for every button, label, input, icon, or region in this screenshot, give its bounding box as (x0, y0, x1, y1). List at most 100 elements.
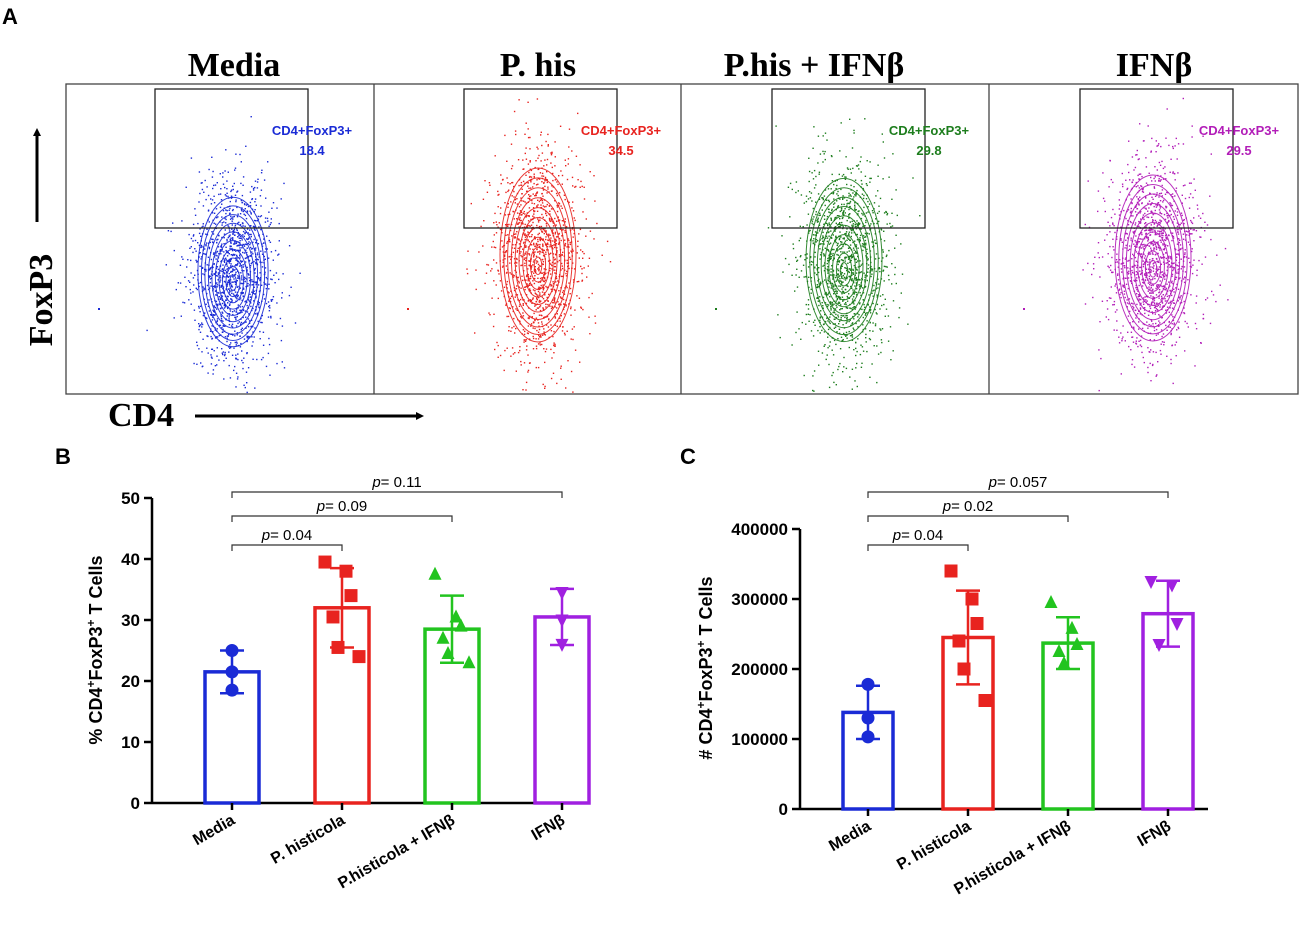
flow-contour (518, 217, 558, 305)
category-label-1: P. histicola (268, 812, 348, 868)
category-label-0: Media (190, 812, 238, 849)
data-point-2 (1057, 655, 1071, 669)
data-point-0 (225, 644, 239, 657)
flow-outlier (98, 308, 100, 310)
data-point-1 (352, 650, 366, 664)
y-tick-label: 0 (131, 794, 140, 813)
y-axis-label-part: + (84, 619, 98, 626)
y-tick-label: 50 (121, 489, 140, 508)
flow-outlier (715, 308, 717, 310)
flow-contour (507, 187, 569, 328)
flow-title-media: Media (188, 47, 281, 84)
flow-panel-ifnb: IFNβ (1116, 47, 1192, 84)
flow-contour (503, 177, 573, 336)
data-point-1 (978, 694, 992, 707)
data-point-1 (957, 662, 971, 676)
flow-dots-1 (466, 98, 612, 393)
flow-contour (1114, 174, 1192, 342)
flow-contour (514, 207, 562, 313)
flow-plot-1 (407, 88, 618, 393)
flow-contour (1133, 222, 1173, 306)
flow-panel-phis-ifnb: P.his + IFNβ (724, 47, 905, 84)
comparison-bracket-0 (867, 544, 969, 551)
y-tick-label: 200000 (731, 660, 788, 679)
gate-label-ifnb: CD4+FoxP3+ (1199, 123, 1280, 138)
flow-contour (211, 231, 255, 323)
flow-contour (200, 205, 266, 342)
p-value-0: p= 0.04 (261, 527, 312, 544)
data-point-0 (861, 677, 875, 691)
flow-contour (805, 177, 883, 343)
category-label-3: IFNβ (1135, 818, 1174, 851)
data-point-3 (1170, 618, 1184, 631)
gate-value-media: 18.4 (299, 143, 325, 158)
flow-outlier (1023, 308, 1025, 310)
y-tick-label: 300000 (731, 590, 788, 609)
flow-contour (832, 243, 856, 294)
y-axis-label-part: # CD4 (696, 709, 716, 760)
flow-contour (809, 187, 879, 336)
flow-contour (529, 246, 547, 283)
flow-contour (1125, 203, 1181, 321)
p-value-1: p= 0.02 (942, 498, 993, 515)
data-point-1 (331, 640, 345, 654)
flow-contour (207, 222, 259, 329)
flow-gate-2 (771, 88, 926, 229)
data-point-2 (462, 655, 476, 669)
data-point-0 (225, 683, 239, 697)
y-axis-label-part: T Cells (86, 555, 106, 619)
comparison-bracket-2 (231, 491, 563, 498)
y-tick-label: 40 (121, 550, 140, 569)
flow-contour (835, 252, 853, 287)
flow-contour (1118, 184, 1188, 335)
p-value-2: p= 0.11 (371, 474, 421, 491)
data-point-2 (449, 609, 463, 623)
data-point-1 (326, 610, 340, 624)
flow-y-axis-label: FoxP3 (23, 254, 60, 347)
flow-plot-0 (98, 88, 309, 394)
data-point-2 (1070, 637, 1084, 650)
flow-contour (197, 196, 269, 348)
y-tick-label: 100000 (731, 730, 788, 749)
y-axis-label-part: T Cells (696, 576, 716, 640)
data-point-3 (555, 614, 569, 628)
y-axis-label: # CD4+FoxP3+ T Cells (694, 576, 716, 759)
flow-plot-2 (715, 88, 926, 392)
flow-title-phis: P. his (500, 47, 576, 84)
data-point-2 (1052, 644, 1066, 657)
gate-label-phis-ifnb: CD4+FoxP3+ (889, 123, 970, 138)
y-axis-label-part: + (694, 702, 708, 709)
panel-c-chart: C 0 100000 200000 300000 400000 # CD4+FoxP3+ … (680, 444, 1208, 898)
category-label-1: P. histicola (894, 818, 974, 874)
flow-contour (510, 197, 566, 321)
data-point-2 (428, 566, 442, 580)
flow-plots (98, 88, 1234, 394)
flow-contour (1122, 193, 1184, 328)
flow-gate-3 (1079, 88, 1234, 229)
p-value-2: p= 0.057 (988, 474, 1048, 491)
data-point-0 (861, 711, 875, 725)
flow-gate-0 (154, 88, 309, 229)
y-tick-label: 400000 (731, 520, 788, 539)
panel-a-letter: A (2, 4, 18, 29)
flow-contour (1129, 212, 1177, 314)
data-point-3 (555, 638, 569, 652)
data-point-1 (339, 564, 353, 578)
flow-contour (1137, 231, 1169, 299)
flow-contour (499, 167, 577, 343)
flow-contour (828, 234, 860, 301)
gate-value-phis: 34.5 (608, 143, 633, 158)
gate-label-media: CD4+FoxP3+ (272, 123, 353, 138)
flow-dots-2 (767, 118, 921, 392)
data-point-2 (441, 646, 455, 660)
flow-title-phis-ifnb: P.his + IFNβ (724, 47, 905, 84)
flow-contour (820, 215, 868, 315)
p-value-0: p= 0.04 (892, 527, 943, 544)
data-point-1 (344, 589, 358, 603)
y-axis-label: % CD4+FoxP3+ T Cells (84, 555, 106, 744)
comparison-bracket-0 (231, 544, 343, 551)
data-point-2 (1065, 620, 1079, 634)
y-tick-label: 10 (121, 733, 140, 752)
